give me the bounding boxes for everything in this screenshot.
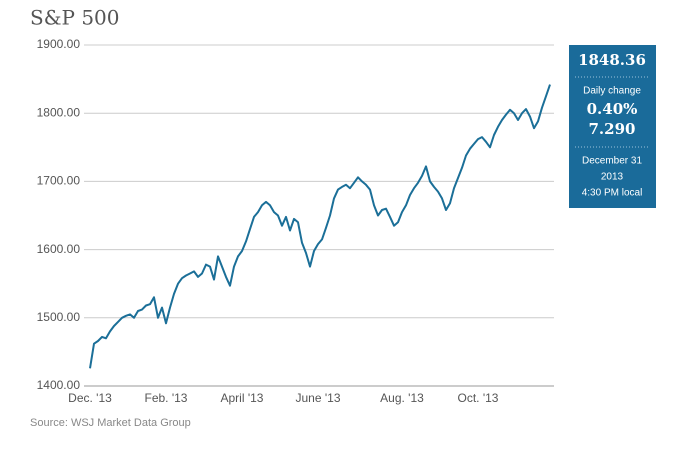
x-tick-label: Aug. '13 <box>380 391 424 405</box>
callout-year: 2013 <box>601 172 624 183</box>
callout: 1848.36 Daily change 0.40% 7.290 Decembe… <box>569 45 656 208</box>
chart-title: S&P 500 <box>30 6 120 30</box>
callout-date: December 31 <box>582 156 642 167</box>
x-tick-label: June '13 <box>296 391 341 405</box>
y-tick-label: 1500.00 <box>37 310 81 324</box>
x-tick-label: Oct. '13 <box>458 391 499 405</box>
y-tick-label: 1800.00 <box>37 105 81 119</box>
callout-change-abs: 7.290 <box>589 120 636 138</box>
x-tick-label: Feb. '13 <box>145 391 188 405</box>
y-tick-label: 1900.00 <box>37 37 81 51</box>
x-tick-label: April '13 <box>221 391 264 405</box>
callout-change-label: Daily change <box>583 86 641 97</box>
price-line <box>89 84 551 369</box>
source-note: Source: WSJ Market Data Group <box>30 417 191 429</box>
x-tick-label: Dec. '13 <box>68 391 112 405</box>
y-tick-label: 1400.00 <box>37 378 81 392</box>
callout-last: 1848.36 <box>578 51 646 69</box>
callout-box <box>569 45 656 208</box>
y-tick-label: 1700.00 <box>37 174 81 188</box>
callout-time: 4:30 PM local <box>582 188 643 199</box>
y-tick-label: 1600.00 <box>37 242 81 256</box>
callout-change-pct: 0.40% <box>587 100 638 118</box>
